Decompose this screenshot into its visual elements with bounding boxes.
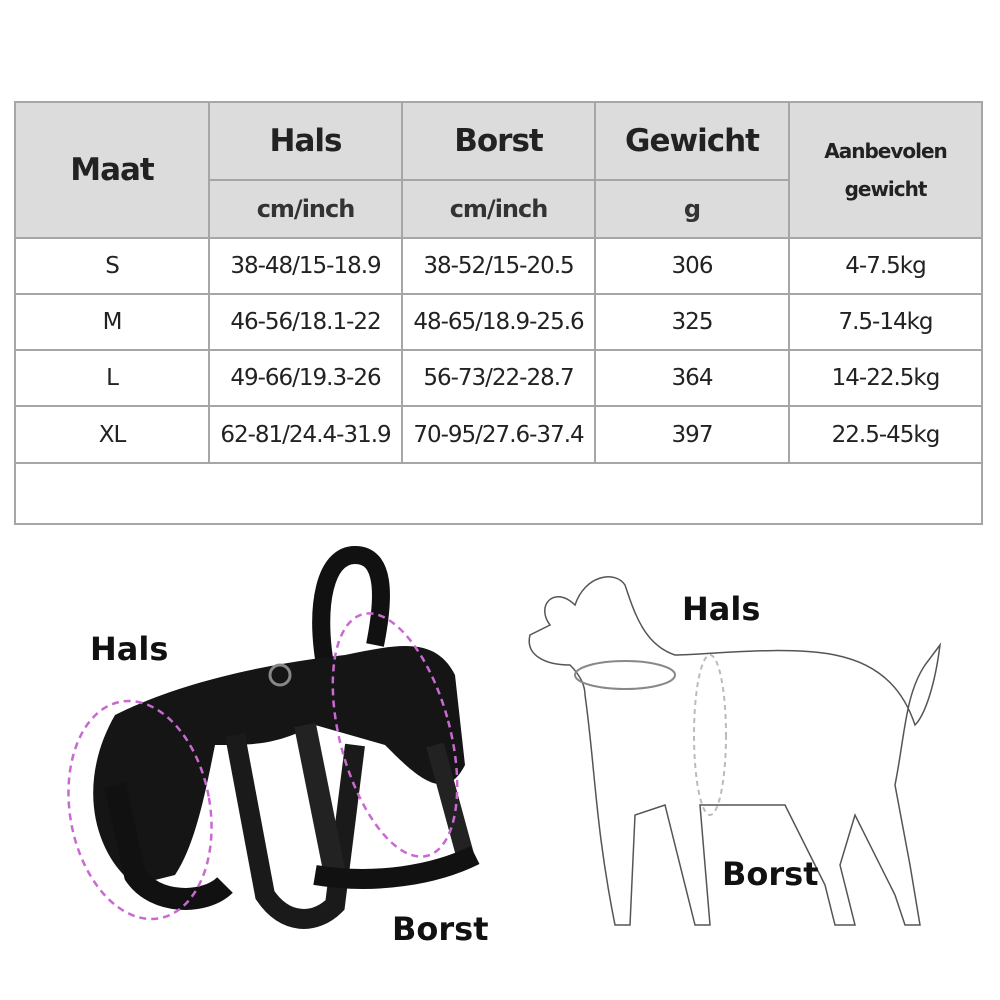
header-recommended: Aanbevolen gewicht bbox=[788, 101, 983, 239]
neck-measure bbox=[574, 660, 676, 690]
header-neck-unit: cm/inch bbox=[208, 179, 403, 239]
harness-chest-label: Borst bbox=[392, 910, 489, 948]
cell-recommended: 14-22.5kg bbox=[788, 349, 983, 407]
cell-neck: 49-66/19.3-26 bbox=[208, 349, 403, 407]
cell-weight: 397 bbox=[594, 405, 790, 464]
header-weight-unit: g bbox=[594, 179, 790, 239]
cell-size: XL bbox=[14, 405, 210, 464]
cell-chest: 56-73/22-28.7 bbox=[401, 349, 596, 407]
cell-size: L bbox=[14, 349, 210, 407]
cell-chest: 38-52/15-20.5 bbox=[401, 237, 596, 295]
header-chest: Borst bbox=[401, 101, 596, 181]
table-row: L 49-66/19.3-26 56-73/22-28.7 364 14-22.… bbox=[14, 349, 983, 407]
cell-size: S bbox=[14, 237, 210, 295]
cell-chest: 70-95/27.6-37.4 bbox=[401, 405, 596, 464]
dog-outline-image bbox=[528, 576, 942, 926]
empty-row bbox=[14, 462, 983, 525]
cell-neck: 38-48/15-18.9 bbox=[208, 237, 403, 295]
chest-highlight bbox=[331, 612, 459, 858]
cell-size: M bbox=[14, 293, 210, 351]
cell-recommended: 4-7.5kg bbox=[788, 237, 983, 295]
cell-weight: 364 bbox=[594, 349, 790, 407]
chest-measure bbox=[693, 654, 727, 816]
header-recommended-line1: Aanbevolen bbox=[824, 139, 948, 163]
cell-weight: 306 bbox=[594, 237, 790, 295]
empty-cell bbox=[14, 462, 983, 525]
cell-neck: 62-81/24.4-31.9 bbox=[208, 405, 403, 464]
cell-recommended: 22.5-45kg bbox=[788, 405, 983, 464]
header-recommended-line2: gewicht bbox=[844, 177, 928, 201]
header-neck: Hals bbox=[208, 101, 403, 181]
header-weight: Gewicht bbox=[594, 101, 790, 181]
header-size: Maat bbox=[14, 101, 210, 239]
cell-neck: 46-56/18.1-22 bbox=[208, 293, 403, 351]
dog-neck-label: Hals bbox=[682, 590, 761, 628]
harness-image bbox=[67, 545, 480, 929]
cell-recommended: 7.5-14kg bbox=[788, 293, 983, 351]
size-chart-table: Maat Hals Borst Gewicht Aanbevolen gewich… bbox=[14, 101, 983, 525]
table-row: M 46-56/18.1-22 48-65/18.9-25.6 325 7.5-… bbox=[14, 293, 983, 351]
dog-chest-label: Borst bbox=[722, 855, 819, 893]
cell-weight: 325 bbox=[594, 293, 790, 351]
cell-chest: 48-65/18.9-25.6 bbox=[401, 293, 596, 351]
header-chest-unit: cm/inch bbox=[401, 179, 596, 239]
harness-neck-label: Hals bbox=[90, 630, 169, 668]
table-row: S 38-48/15-18.9 38-52/15-20.5 306 4-7.5k… bbox=[14, 237, 983, 295]
table-row: XL 62-81/24.4-31.9 70-95/27.6-37.4 397 2… bbox=[14, 405, 983, 464]
